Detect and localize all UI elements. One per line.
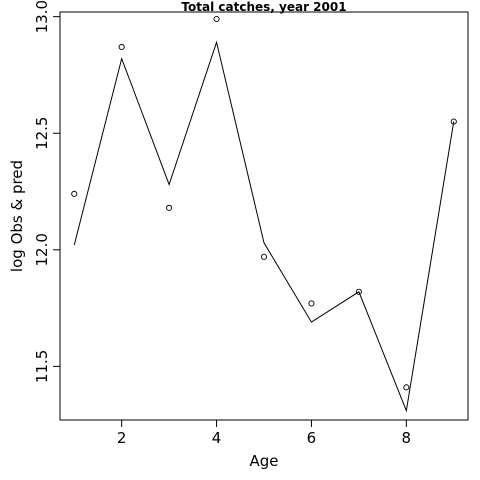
series-layer (71, 15, 457, 413)
y-axis-label: log Obs & pred (8, 160, 26, 272)
y-tick-label: 12.0 (33, 233, 51, 266)
observed-point (118, 43, 125, 51)
observed-point (213, 15, 220, 23)
observed-point (355, 288, 362, 295)
x-axis: 2 4 6 8 (117, 419, 412, 447)
predicted-line (73, 40, 455, 413)
chart-title: Total catches, year 2001 (181, 0, 346, 14)
observed-point (308, 300, 315, 307)
y-tick-label: 12.5 (33, 117, 51, 150)
x-tick-label: 8 (402, 429, 412, 447)
x-tick-label: 4 (212, 429, 222, 447)
observed-point (403, 384, 410, 391)
plot-frame (59, 11, 469, 421)
x-tick-label: 2 (117, 429, 127, 447)
observed-point (71, 190, 78, 197)
observed-point (166, 204, 173, 211)
y-tick-label: 11.5 (33, 350, 51, 383)
x-axis-label: Age (249, 452, 278, 470)
observed-point (260, 253, 268, 260)
y-tick-label: 13.0 (33, 0, 51, 33)
y-axis: 11.5 12.0 12.5 13.0 (33, 0, 61, 383)
x-tick-label: 6 (307, 429, 317, 447)
